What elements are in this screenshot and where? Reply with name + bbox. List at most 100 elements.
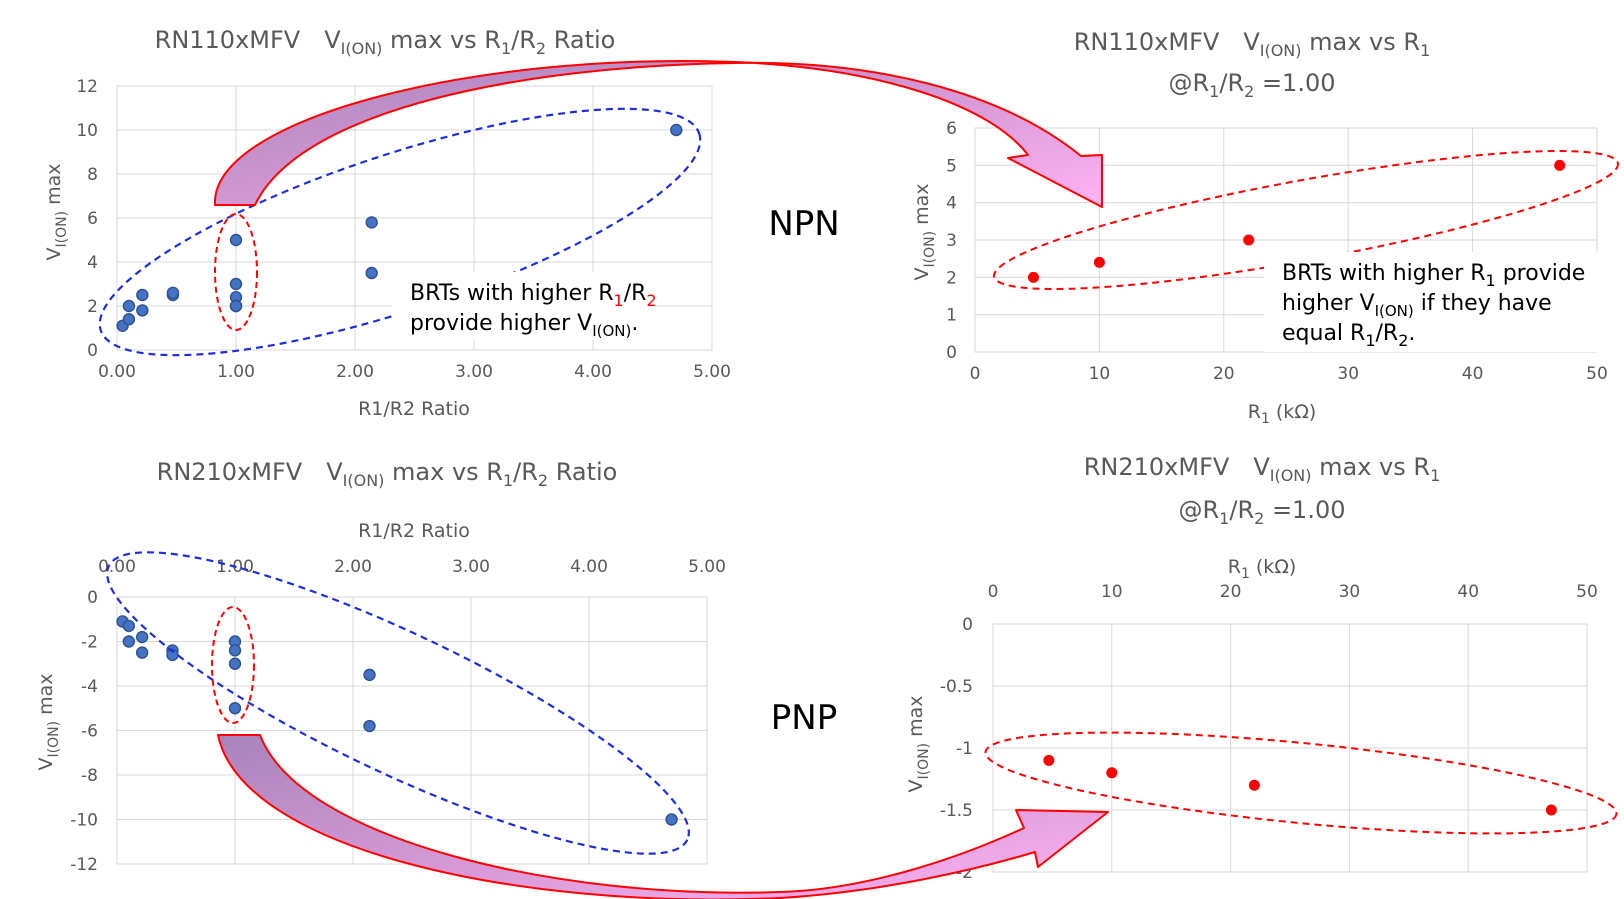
note-r1-line1: BRTs with higher R1 provide	[1282, 261, 1585, 290]
y-tick-label: 0	[87, 341, 98, 361]
data-point	[1545, 804, 1557, 816]
plot-area: 0-0.5-1-1.5-20 10 20 30 40 50	[940, 582, 1598, 883]
y-tick-label: -10	[70, 811, 98, 831]
chart-title: RN110xMFV VI(ON) max vs R1	[1074, 28, 1431, 60]
data-point	[166, 286, 180, 299]
data-point	[122, 313, 136, 326]
chart-pnp-ratio: RN210xMFV VI(ON) max vs R1/R2 Ratio R1/R2…	[35, 458, 726, 875]
y-tick-label: 8	[87, 165, 98, 185]
x-tick-label: 3.00	[452, 557, 490, 577]
y-tick-label: 0	[946, 343, 957, 363]
data-point	[1027, 271, 1039, 283]
curved-arrows	[213, 60, 1109, 899]
x-tick-label: 40	[1457, 582, 1479, 602]
y-tick-label: -1.5	[940, 801, 973, 821]
x-tick-label: 1.00	[217, 362, 255, 382]
note-r1: BRTs with higher R1 provide higher VI(ON…	[1264, 252, 1604, 352]
note-ratio-line1: BRTs with higher R1/R2	[410, 281, 657, 310]
y-tick-label: -12	[70, 855, 98, 875]
data-point	[166, 648, 179, 662]
data-point	[1248, 779, 1260, 791]
chart-title: RN210xMFV VI(ON) max vs R1	[1084, 453, 1441, 485]
y-tick-label: -4	[81, 677, 98, 697]
x-tick-label: 0.00	[98, 557, 136, 577]
x-tick-label: 3.00	[455, 362, 493, 382]
chart-subtitle: @R1/R2 =1.00	[1178, 496, 1345, 528]
npn-ratio-group-ellipse	[98, 107, 702, 357]
y-tick-label: 10	[76, 121, 98, 141]
x-axis-label: R1 (kΩ)	[1248, 401, 1317, 427]
x-axis-label: R1 (kΩ)	[1228, 556, 1297, 582]
note-ratio-line2: provide higher VI(ON).	[410, 311, 638, 340]
data-point	[1093, 256, 1105, 268]
data-point	[135, 630, 149, 644]
data-point	[122, 299, 136, 313]
y-tick-label: 6	[946, 119, 957, 139]
top-curved-arrow	[213, 60, 1103, 208]
data-point	[229, 277, 243, 291]
plot-area: 0 2 4 6 8 10 12 0.00 1.00 2.00 3.00 4.00 5.00	[76, 77, 731, 382]
x-tick-label: 2.00	[334, 557, 372, 577]
x-tick-label: 50	[1576, 582, 1598, 602]
x-tick-label: 10	[1101, 582, 1123, 602]
data-point	[122, 619, 136, 633]
x-tick-label: 30	[1339, 582, 1361, 602]
note-r1-line3: equal R1/R2.	[1282, 321, 1415, 350]
data-point	[665, 813, 678, 826]
note-ratio: BRTs with higher R1/R2 provide higher VI…	[392, 272, 657, 340]
chart-subtitle: @R1/R2 =1.00	[1168, 69, 1335, 101]
y-axis-label: VI(ON) max	[43, 164, 70, 261]
y-tick-label: 0	[87, 588, 98, 608]
data-point	[136, 288, 149, 302]
pnp-ratio-group-ellipse	[106, 551, 690, 855]
data-point	[229, 233, 243, 247]
data-point	[363, 668, 376, 682]
data-point	[363, 719, 376, 733]
y-tick-label: 1	[946, 306, 957, 326]
note-r1-box	[1264, 252, 1604, 352]
data-point	[228, 657, 242, 670]
x-tick-label: 5.00	[688, 557, 726, 577]
data-point	[1554, 159, 1566, 171]
y-tick-label: 5	[946, 156, 957, 176]
x-tick-label: 0.00	[98, 362, 136, 382]
x-tick-label: 2.00	[336, 362, 374, 382]
x-tick-label: 10	[1089, 364, 1111, 384]
chart-pnp-r1: RN210xMFV VI(ON) max vs R1 @R1/R2 =1.00 R…	[905, 453, 1598, 883]
y-axis-label: VI(ON) max	[35, 674, 62, 771]
data-point	[229, 299, 243, 313]
pnp-label: PNP	[771, 698, 837, 738]
y-tick-label: -2	[81, 633, 98, 653]
x-tick-label: 0	[970, 364, 981, 384]
data-point	[1243, 234, 1255, 246]
y-tick-label: 0	[962, 615, 973, 635]
x-tick-label: 30	[1337, 364, 1359, 384]
y-tick-label: -1	[956, 739, 973, 759]
y-tick-label: -0.5	[940, 677, 973, 697]
chart-title: RN110xMFV VI(ON) max vs R1/R2 Ratio	[155, 26, 616, 58]
pnp-r1-group-ellipse	[984, 731, 1618, 835]
data-point	[1043, 754, 1055, 766]
data-point	[228, 644, 242, 657]
data-point	[1106, 767, 1118, 779]
note-r1-line2: higher VI(ON) if they have	[1282, 291, 1552, 320]
y-tick-label: 6	[87, 209, 98, 229]
data-point	[670, 123, 683, 137]
y-axis-label: VI(ON) max	[911, 184, 938, 281]
x-tick-label: 50	[1586, 364, 1608, 384]
x-tick-label: 20	[1220, 582, 1242, 602]
chart-npn-r1: RN110xMFV VI(ON) max vs R1 @R1/R2 =1.00 0…	[911, 28, 1608, 427]
chart-title: RN210xMFV VI(ON) max vs R1/R2 Ratio	[157, 458, 618, 490]
x-tick-label: 4.00	[574, 362, 612, 382]
bottom-curved-arrow	[217, 734, 1109, 899]
x-tick-label: 0	[988, 582, 999, 602]
x-tick-label: 40	[1462, 364, 1484, 384]
y-tick-label: -6	[81, 722, 98, 742]
data-point	[135, 646, 149, 659]
data-point	[365, 216, 378, 229]
y-tick-label: 3	[946, 231, 957, 251]
data-point	[122, 635, 136, 648]
y-tick-label: 4	[87, 253, 98, 273]
x-axis-label: R1/R2 Ratio	[358, 398, 470, 420]
